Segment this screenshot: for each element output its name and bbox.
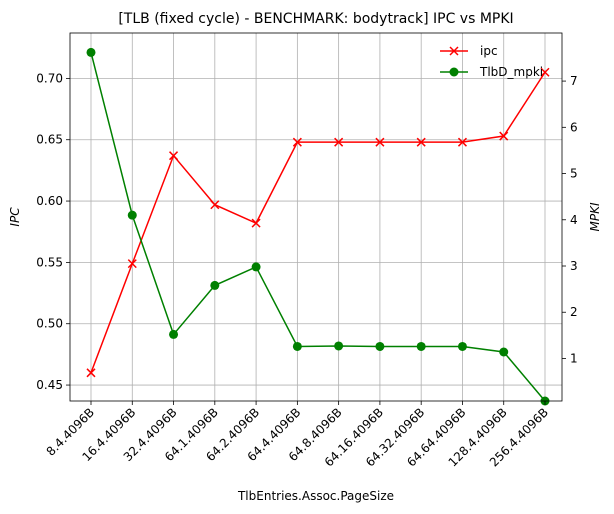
plot-area <box>86 47 550 406</box>
data-point-tlbd-mpki <box>416 341 426 351</box>
data-point-tlbd-mpki <box>169 329 179 339</box>
y-tick-label-left: 0.70 <box>36 71 63 85</box>
data-point-tlbd-mpki <box>86 47 96 57</box>
y-tick-label-left: 0.50 <box>36 317 63 331</box>
legend-marker <box>449 67 459 77</box>
data-point-ipc <box>251 218 261 228</box>
data-point-ipc <box>86 368 96 378</box>
legend-label: TlbD_mpki <box>479 65 543 79</box>
data-point-ipc <box>375 137 385 147</box>
y-tick-label-right: 1 <box>570 351 578 365</box>
y-tick-label-right: 5 <box>570 167 578 181</box>
data-point-ipc <box>457 137 467 147</box>
series-line-tlbd-mpki <box>90 52 546 402</box>
data-point-ipc <box>292 137 302 147</box>
y-tick-label-right: 2 <box>570 305 578 319</box>
y-axis-left: 0.45 0.50 0.55 0.60 0.65 0.70 <box>36 71 70 392</box>
series-line-ipc <box>90 71 546 374</box>
y-axis-right: 1 2 3 4 5 6 7 <box>562 74 578 365</box>
data-point-ipc <box>210 200 220 210</box>
y-tick-label-right: 3 <box>570 259 578 273</box>
y-tick-label-right: 6 <box>570 120 578 134</box>
data-point-tlbd-mpki <box>251 262 261 272</box>
chart-title: [TLB (fixed cycle) - BENCHMARK: bodytrac… <box>118 11 513 27</box>
data-point-ipc <box>499 131 509 141</box>
y-axis-label-left: IPC <box>8 207 22 227</box>
data-point-tlbd-mpki <box>457 341 467 351</box>
y-axis-label-right: MPKI <box>588 202 602 231</box>
legend-marker <box>449 46 459 56</box>
y-tick-label-right: 4 <box>570 213 578 227</box>
grid <box>70 33 562 401</box>
data-point-tlbd-mpki <box>375 341 385 351</box>
y-tick-label-left: 0.55 <box>36 255 63 269</box>
data-point-tlbd-mpki <box>499 347 509 357</box>
y-tick-label-right: 7 <box>570 74 578 88</box>
y-tick-label-left: 0.65 <box>36 133 63 147</box>
data-point-tlbd-mpki <box>127 210 137 220</box>
data-point-ipc <box>416 137 426 147</box>
axes-frame <box>69 32 563 402</box>
legend-label: ipc <box>480 44 498 58</box>
data-point-ipc <box>127 259 137 269</box>
x-axis-label: TlbEntries.Assoc.PageSize <box>237 489 394 503</box>
data-point-ipc <box>334 137 344 147</box>
data-point-tlbd-mpki <box>210 280 220 290</box>
y-tick-label-left: 0.60 <box>36 194 63 208</box>
y-tick-label-left: 0.45 <box>36 378 63 392</box>
data-point-ipc <box>540 67 550 77</box>
data-point-tlbd-mpki <box>334 341 344 351</box>
x-axis: 8.4.4096B16.4.4096B32.4.4096B64.1.4096B6… <box>44 401 551 470</box>
data-point-ipc <box>169 151 179 161</box>
data-point-tlbd-mpki <box>292 341 302 351</box>
legend: ipc TlbD_mpki <box>440 44 543 79</box>
